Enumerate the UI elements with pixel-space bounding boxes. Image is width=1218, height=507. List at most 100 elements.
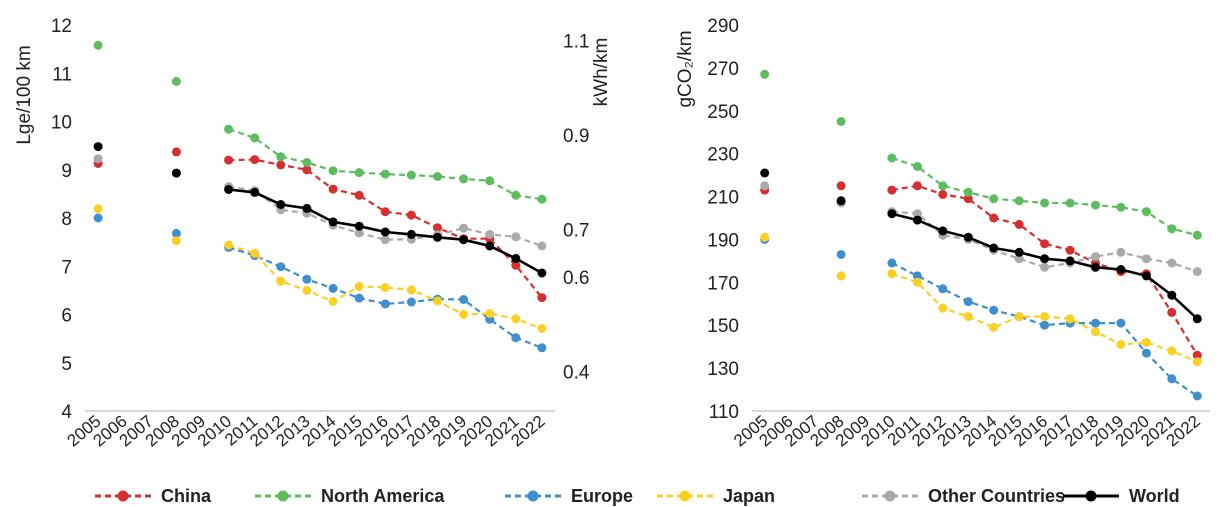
data-point-north-america [354, 168, 364, 178]
data-point-world [1065, 256, 1075, 266]
data-point-north-america [963, 187, 973, 197]
data-point-north-america [250, 133, 260, 143]
data-point-europe [963, 297, 973, 307]
legend-item-china: China [95, 486, 212, 506]
legend-label: World [1129, 486, 1180, 506]
data-point-other-countries [537, 241, 547, 251]
data-point-europe [459, 295, 469, 304]
legend-item-north-america: North America [255, 486, 445, 506]
data-point-china [537, 293, 547, 303]
data-point-north-america [938, 181, 948, 191]
legend-marker [117, 490, 129, 502]
data-point-world [1091, 262, 1100, 272]
data-point-other-countries [912, 209, 922, 219]
data-point-japan [171, 236, 181, 246]
data-point-china [887, 185, 897, 195]
data-point-europe [171, 228, 181, 238]
data-point-north-america [1141, 207, 1151, 217]
legend-marker [277, 490, 289, 502]
data-point-japan [1116, 340, 1126, 349]
y-tick-label: 6 [61, 306, 72, 327]
data-point-japan [433, 296, 442, 306]
data-point-world [380, 227, 390, 237]
y-tick-label: 9 [61, 161, 72, 182]
data-point-japan [354, 282, 364, 291]
data-point-north-america [171, 77, 181, 86]
data-point-japan [989, 322, 999, 332]
data-point-europe [1192, 391, 1202, 401]
y2-tick-label: 0.7 [563, 221, 589, 242]
y-tick-label: 5 [61, 354, 72, 375]
data-point-world [760, 168, 770, 178]
series-world [760, 168, 1202, 324]
data-point-north-america [302, 158, 312, 167]
data-point-world [1014, 247, 1024, 257]
data-point-north-america [93, 40, 103, 50]
data-point-china [1167, 307, 1177, 317]
y-tick-label: 250 [707, 102, 739, 123]
series-other-countries [760, 181, 1202, 277]
data-point-japan [93, 204, 103, 214]
y-tick-label: 7 [61, 257, 72, 278]
data-point-japan [836, 271, 846, 281]
data-point-china [354, 190, 364, 200]
series-china [760, 181, 1202, 360]
data-point-europe [537, 343, 547, 353]
data-point-europe [93, 213, 103, 223]
data-point-europe [511, 333, 521, 343]
y-axis-label: gCO₂/km [675, 30, 696, 107]
data-point-north-america [485, 176, 495, 186]
y-tick-label: 150 [707, 316, 739, 337]
data-point-world [887, 209, 897, 219]
data-point-china [406, 210, 416, 220]
data-point-europe [302, 274, 312, 284]
y-tick-label: 170 [707, 273, 739, 294]
data-point-japan [276, 276, 286, 286]
data-point-europe [1167, 374, 1177, 384]
data-point-japan [912, 277, 922, 287]
data-point-world [302, 203, 312, 213]
chart-co2-emissions: 1101301501701902102302502702902005200620… [675, 16, 1210, 450]
data-point-japan [250, 248, 260, 258]
data-point-other-countries [1167, 258, 1177, 268]
series-line-europe [228, 246, 543, 349]
data-point-japan [963, 312, 973, 322]
y-tick-label: 130 [707, 359, 739, 380]
y-tick-label: 210 [707, 188, 739, 209]
legend-label: China [161, 486, 212, 506]
y-tick-label: 12 [51, 16, 72, 37]
y-tick-label: 110 [709, 402, 739, 423]
data-point-world [1040, 254, 1050, 264]
legend-item-other-countries: Other Countries [862, 486, 1065, 506]
data-point-japan [1141, 337, 1151, 347]
data-point-japan [328, 297, 338, 306]
data-point-japan [302, 285, 312, 295]
data-point-world [224, 185, 234, 194]
data-point-north-america [511, 190, 521, 200]
data-point-japan [1014, 312, 1024, 322]
data-point-japan [1040, 312, 1050, 322]
data-point-north-america [537, 194, 547, 204]
data-point-north-america [836, 117, 846, 126]
data-point-china [511, 260, 521, 270]
y-tick-label: 10 [51, 113, 72, 134]
data-point-china [328, 184, 338, 194]
y2-tick-label: 1.1 [563, 32, 589, 53]
legend-label: Other Countries [928, 486, 1065, 506]
series-line-north-america [228, 128, 543, 201]
data-point-china [1014, 219, 1024, 229]
data-point-world [328, 217, 338, 227]
data-point-other-countries [1014, 254, 1024, 264]
data-point-china [433, 223, 442, 233]
data-point-china [963, 194, 973, 204]
data-point-europe [1141, 348, 1151, 358]
data-point-world [1116, 265, 1126, 274]
data-point-china [938, 189, 948, 199]
data-point-world [1192, 314, 1202, 324]
data-point-world [276, 200, 286, 209]
legend-marker [679, 490, 691, 502]
data-point-china [1040, 239, 1050, 249]
legend: China North America Europe Japan Other Count… [95, 486, 1180, 506]
data-point-north-america [380, 169, 390, 179]
